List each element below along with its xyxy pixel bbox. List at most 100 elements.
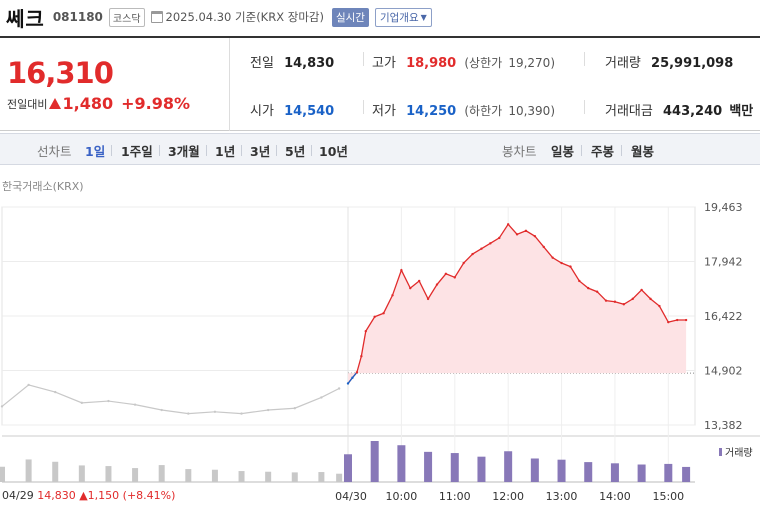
prev-day-point [160,408,163,412]
tab-divider [206,145,207,156]
y-tick-label: 19,463 [704,201,743,214]
prev-day-volume-bar [132,468,139,482]
prev-day-volume-bar [238,471,245,482]
tab-1y[interactable]: 1년 [215,144,236,159]
open-stat: 시가 14,540 [250,100,334,119]
today-point [471,252,474,256]
prev-day-volume-bar [185,469,192,482]
volume-bar [450,453,459,482]
prev-day-summary: 04/29 14,830 ▲1,150 (+8.41%) [2,489,175,502]
current-price-box: 16,310 전일대비 1,480 +9.98% [0,38,230,131]
tab-10y[interactable]: 10년 [319,144,348,159]
quote-panel: 16,310 전일대비 1,480 +9.98% 전일 14,830 고가 18… [0,36,760,131]
today-point [417,279,421,283]
tab-3y[interactable]: 3년 [250,144,271,159]
chevron-down-icon: ▼ [420,12,427,22]
tab-1w[interactable]: 1주일 [121,144,153,159]
today-point [346,382,350,385]
tab-divider [241,145,242,156]
tab-5y[interactable]: 5년 [285,144,306,159]
prev-day-volume-bar [265,471,272,482]
prev-day-point [293,407,296,410]
x-tick-label: 14:00 [599,490,631,503]
lower-limit-value: 10,390) [508,104,555,118]
prev-day-point [107,399,110,403]
prev-day-volume-bar [318,472,325,482]
open-value: 14,540 [284,104,335,119]
tab-divider [581,145,582,156]
prev-day-point [320,396,323,399]
high-label: 고가 [372,56,396,71]
today-point [351,376,354,379]
x-tick-label: 12:00 [492,490,524,503]
volume-label: 거래량 [605,56,641,71]
prev-day-point [80,401,84,405]
prev-close-value: 14,830 [284,56,335,71]
today-point [506,223,510,226]
tab-divider [111,145,112,156]
divider [584,52,585,66]
volume-legend: 거래량 [719,444,753,459]
y-tick-label: 13,382 [704,419,743,432]
today-point [498,236,501,240]
today-point [364,329,367,333]
today-point [426,297,430,301]
volume-bar [530,458,539,482]
change-label: 전일대비 [7,97,48,111]
volume-bar [637,464,646,482]
prev-day-point [266,408,270,412]
prev-day-volume-bar [158,465,165,482]
prev-day-point [337,387,341,390]
prev-day-point [187,412,190,415]
stock-code: 081180 [52,10,103,24]
candle-chart-label: 봉차트 [502,144,537,159]
divider [363,100,364,114]
today-point [489,242,492,245]
volume-legend-swatch [719,447,722,456]
x-tick-label: 10:00 [386,490,418,503]
prev-day-point [213,410,217,414]
tab-1d[interactable]: 1일 [85,144,106,159]
prev-day-volume-bar [336,473,343,482]
low-stat: 저가 14,250 (하한가 10,390) [372,100,555,119]
today-point [391,294,394,297]
high-stat: 고가 18,980 (상한가 19,270) [372,52,555,71]
prev-day-point [240,412,243,415]
x-tick-label: 15:00 [652,490,684,503]
amount-value: 443,240 [662,104,723,119]
company-overview-button[interactable]: 기업개요 ▼ [374,7,432,27]
change-row: 전일대비 1,480 +9.98% [7,94,190,113]
today-point [587,286,590,290]
volume-bar [504,451,513,482]
prev-day-point [133,403,137,406]
upper-limit-value: 19,270) [508,56,555,70]
lower-limit-label: (하한가 [464,104,503,118]
today-point [604,299,608,302]
today-point [400,269,403,272]
today-point [613,300,617,303]
tab-3m[interactable]: 3개월 [168,144,200,159]
current-price: 16,310 [7,56,114,90]
prev-close-stat: 전일 14,830 [250,52,334,71]
today-point [444,272,448,275]
line-chart-label: 선차트 [37,144,72,159]
stock-header: 쎄크 081180 코스닥 2025.04.30 기준(KRX 장마감) 실시간… [0,0,760,34]
today-point [524,229,528,232]
volume-bar [424,451,433,482]
stock-name: 쎄크 [6,6,45,31]
tab-monthly-candle[interactable]: 월봉 [631,144,655,159]
divider [584,100,585,114]
data-source-label: 한국거래소(KRX) [2,180,84,193]
y-tick-label: 16,422 [704,310,743,323]
tab-weekly-candle[interactable]: 주봉 [591,144,615,159]
tab-divider [159,145,160,156]
change-percent: +9.98% [121,94,191,113]
today-point [658,304,661,308]
x-tick-label: 13:00 [546,490,578,503]
volume-bar [397,445,406,482]
today-point [640,288,643,292]
realtime-button[interactable]: 실시간 [331,7,369,27]
tab-daily-candle[interactable]: 일봉 [551,144,575,159]
prev-day-volume-bar [105,466,112,482]
